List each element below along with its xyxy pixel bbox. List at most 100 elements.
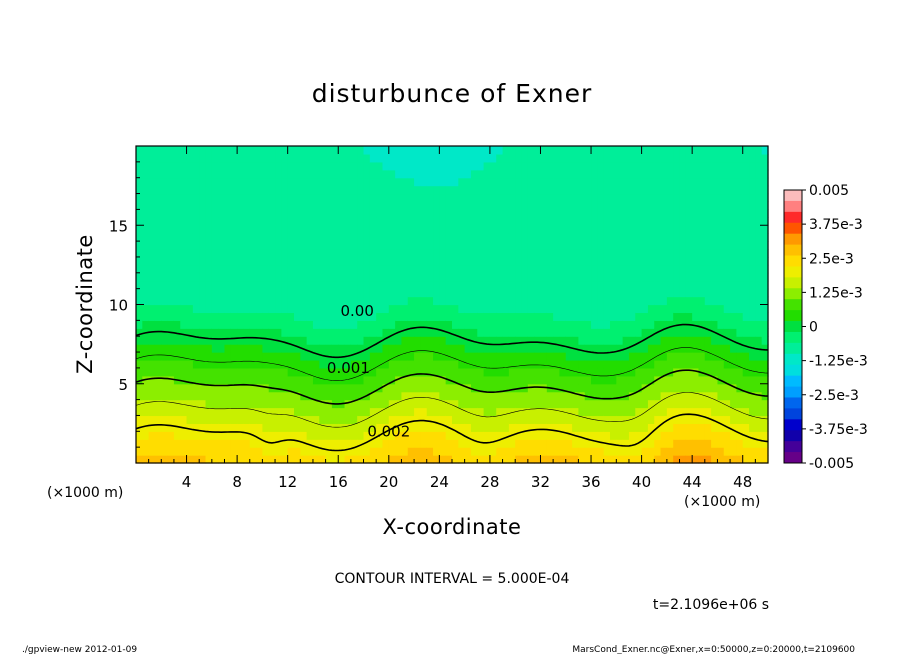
heatmap-cell [749,312,756,321]
heatmap-cell [761,280,769,290]
heatmap-cell [603,241,611,250]
heatmap-cell [610,272,617,282]
heatmap-cell [647,383,655,393]
heatmap-cell [369,193,377,203]
heatmap-cell [344,304,352,314]
heatmap-cell [736,146,744,155]
heatmap-cell [502,423,510,432]
heatmap-cell [256,391,263,401]
colorbar-label: -3.75e-3 [809,422,868,438]
heatmap-cell [306,407,314,417]
heatmap-cell [211,233,219,242]
heatmap-cell [565,272,573,282]
heatmap-cell [704,336,712,345]
heatmap-cell [730,352,737,361]
heatmap-cell [470,359,478,369]
heatmap-cell [154,193,162,203]
heatmap-cell [723,201,731,211]
heatmap-cell [401,280,409,290]
heatmap-cell [477,344,485,353]
heatmap-cell [180,447,188,456]
heatmap-cell [369,391,377,401]
heatmap-cell [483,455,491,464]
heatmap-cell [237,383,245,393]
heatmap-cell [136,264,143,274]
heatmap-cell [508,161,516,171]
heatmap-cell [616,304,624,314]
heatmap-cell [578,431,586,440]
heatmap-cell [508,272,516,282]
heatmap-cell [496,272,504,282]
heatmap-cell [622,177,630,187]
heatmap-cell [142,225,150,234]
heatmap-cell [161,383,169,393]
heatmap-cell [717,367,725,377]
heatmap-cell [704,431,712,440]
heatmap-cell [584,161,592,171]
heatmap-cell [723,344,731,353]
heatmap-cell [660,177,668,187]
heatmap-cell [319,296,327,306]
heatmap-cell [761,161,769,171]
heatmap-cell [761,352,769,361]
heatmap-cell [755,312,763,321]
heatmap-cell [445,169,453,179]
heatmap-cell [287,264,295,274]
heatmap-cell [173,439,181,448]
heatmap-cell [306,367,314,377]
heatmap-cell [559,352,567,361]
heatmap-cell [414,447,421,456]
heatmap-cell [502,352,510,361]
heatmap-cell [407,415,415,424]
heatmap-cell [243,193,251,203]
heatmap-cell [673,161,681,171]
heatmap-cell [294,169,301,179]
heatmap-cell [414,431,421,440]
heatmap-cell [717,391,725,401]
heatmap-cell [515,328,523,337]
heatmap-cell [578,264,586,274]
heatmap-cell [572,233,579,242]
heatmap-cell [761,383,769,393]
x-unit-right: (×1000 m) [684,494,760,510]
heatmap-cell [180,153,188,163]
heatmap-cell [369,146,377,155]
heatmap-cell [610,391,617,401]
heatmap-cell [464,209,472,218]
heatmap-cell [237,367,245,377]
heatmap-cell [742,415,750,424]
heatmap-cell [527,431,535,440]
heatmap-cell [281,288,289,298]
heatmap-cell [470,201,478,211]
heatmap-cell [597,264,605,274]
heatmap-cell [521,375,529,385]
heatmap-cell [477,272,485,282]
heatmap-cell [692,225,700,234]
heatmap-cell [350,185,358,195]
heatmap-cell [338,225,346,234]
heatmap-cell [180,193,188,203]
heatmap-cell [540,193,548,203]
heatmap-cell [382,439,390,448]
heatmap-cell [218,177,226,187]
heatmap-cell [470,264,478,274]
heatmap-cell [161,249,169,258]
heatmap-cell [622,241,630,250]
heatmap-cell [685,280,693,290]
heatmap-cell [281,383,289,393]
heatmap-cell [401,256,409,266]
heatmap-cell [445,146,453,155]
heatmap-cell [597,288,605,298]
heatmap-cell [622,336,630,345]
heatmap-cell [515,225,523,234]
heatmap-cell [464,423,472,432]
heatmap-cell [211,169,219,179]
heatmap-cell [515,249,523,258]
heatmap-cell [275,169,282,179]
heatmap-cell [401,431,409,440]
heatmap-cell [515,296,523,306]
heatmap-cell [294,455,301,464]
heatmap-cell [540,272,548,282]
heatmap-cell [654,431,662,440]
heatmap-cell [464,288,472,298]
